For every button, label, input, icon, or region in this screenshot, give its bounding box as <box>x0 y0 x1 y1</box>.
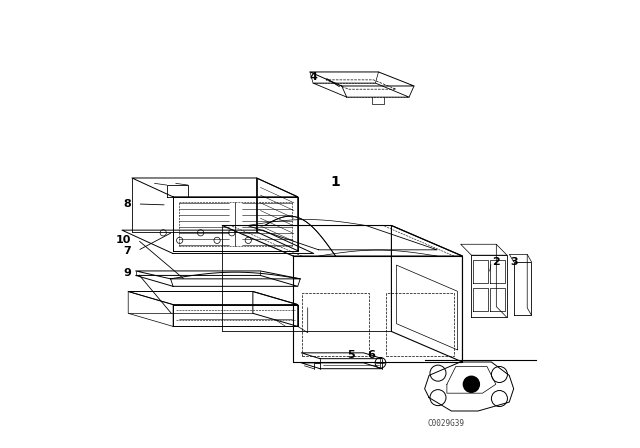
Circle shape <box>463 376 479 392</box>
Text: 5: 5 <box>348 350 355 360</box>
Text: 2: 2 <box>492 257 500 267</box>
Text: C0029G39: C0029G39 <box>428 419 465 428</box>
Text: 9: 9 <box>123 268 131 278</box>
Text: 10: 10 <box>115 235 131 245</box>
Text: 6: 6 <box>367 350 375 360</box>
Text: 8: 8 <box>123 199 131 209</box>
Text: 1: 1 <box>331 175 340 189</box>
Text: 4: 4 <box>310 72 318 82</box>
Text: 7: 7 <box>123 246 131 256</box>
Text: 3: 3 <box>510 257 518 267</box>
